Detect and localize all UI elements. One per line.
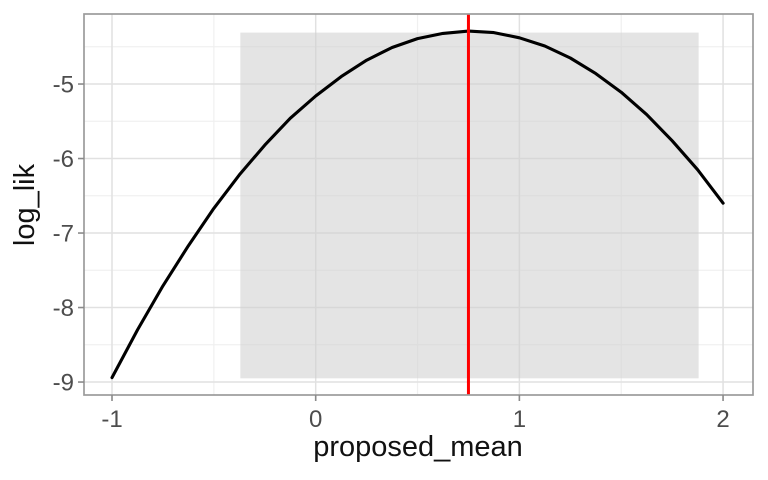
x-axis-title: proposed_mean <box>313 431 523 463</box>
y-tick-label: -6 <box>53 146 74 173</box>
x-tick-label: 0 <box>309 406 322 433</box>
y-tick-label: -5 <box>53 72 74 99</box>
y-tick-label: -8 <box>53 295 74 322</box>
x-tick-label: 1 <box>513 406 526 433</box>
y-axis-title: log_lik <box>9 163 41 246</box>
x-tick-label: -1 <box>101 406 122 433</box>
panel-border <box>83 13 754 396</box>
log-likelihood-curve <box>110 29 725 380</box>
x-tick-label: 2 <box>716 406 729 433</box>
data-layer <box>110 14 725 395</box>
y-tick-label: -9 <box>53 370 74 397</box>
panel-frame <box>83 13 754 396</box>
y-tick-label: -7 <box>53 221 74 248</box>
axes: -1 0 1 2 -9 -8 -7 -6 -5 <box>53 72 730 433</box>
